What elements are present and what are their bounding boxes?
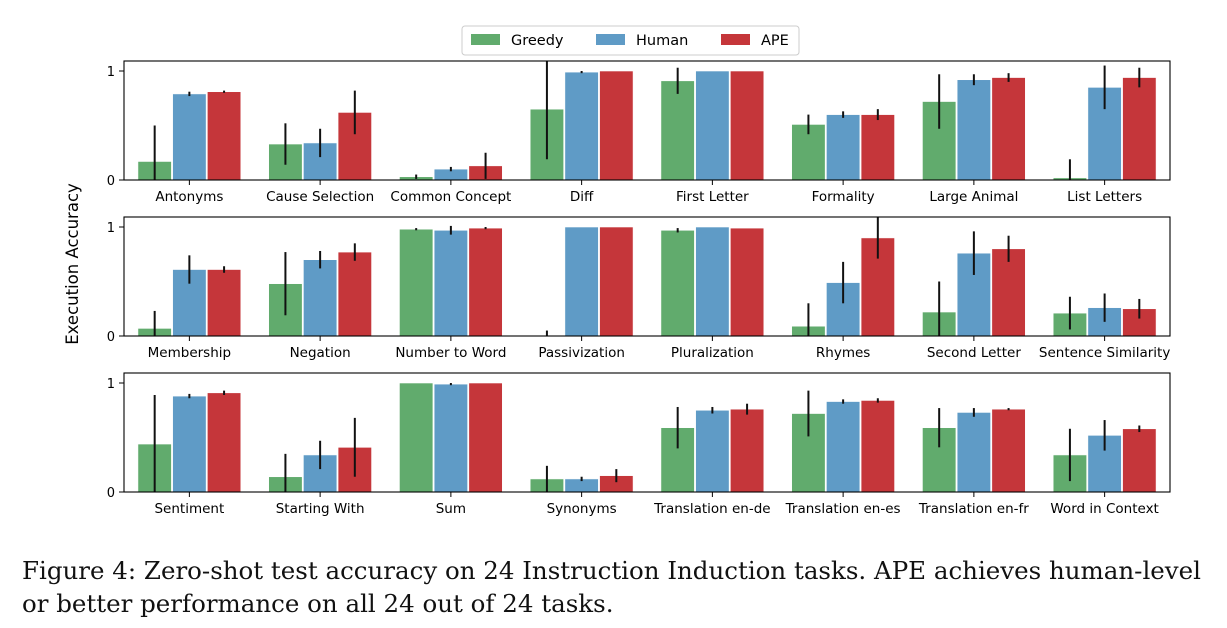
bar-human-pluralization xyxy=(695,226,730,337)
bar-human-first-letter xyxy=(695,70,730,181)
x-tick-label-list-letters: List Letters xyxy=(1067,189,1142,205)
x-tick-label-translation-en-de: Translation en-de xyxy=(653,501,770,517)
x-tick-label-sentence-similarity: Sentence Similarity xyxy=(1039,345,1170,361)
bar-ape-passivization xyxy=(599,226,634,337)
bar-human-formality xyxy=(826,114,861,181)
legend-swatch-human xyxy=(596,34,625,45)
x-tick-label-word-in-context: Word in Context xyxy=(1050,501,1158,517)
x-tick-label-synonyms: Synonyms xyxy=(547,501,617,517)
bar-human-passivization xyxy=(564,226,599,337)
x-tick-label-formality: Formality xyxy=(812,189,875,205)
bar-human-number-to-word xyxy=(433,229,468,337)
bar-human-negation xyxy=(303,259,338,337)
x-tick-label-passivization: Passivization xyxy=(538,345,625,361)
bar-ape-membership xyxy=(207,269,242,337)
x-tick-label-second-letter: Second Letter xyxy=(927,345,1021,361)
panel-1: 0 1 Antonyms Cause Selection Common Concept D… xyxy=(107,60,1171,205)
bar-human-sum xyxy=(433,383,468,493)
legend-label-human: Human xyxy=(636,33,688,49)
bar-ape-translation-en-de xyxy=(730,408,765,493)
bar-ape-number-to-word xyxy=(468,227,503,337)
panel-2: 0 1 Membership Negation Number to Word Passiv… xyxy=(107,216,1171,361)
y-axis-label: Execution Accuracy xyxy=(63,183,82,345)
bar-ape-formality xyxy=(860,114,895,181)
bar-ape-list-letters xyxy=(1122,77,1157,181)
bar-human-sentiment xyxy=(172,395,207,493)
y-tick-label: 1 xyxy=(107,221,115,236)
x-tick-label-translation-en-es: Translation en-es xyxy=(785,501,901,517)
x-tick-label-common-concept: Common Concept xyxy=(390,189,511,205)
bar-human-large-animal xyxy=(956,79,991,181)
panel-3: 0 1 Sentiment Starting With Sum Synonyms Trans… xyxy=(107,372,1171,517)
x-tick-label-sum: Sum xyxy=(436,501,466,517)
chart-panels: 0 1 Antonyms Cause Selection Common Concept D… xyxy=(107,60,1171,517)
bar-ape-negation xyxy=(337,251,372,337)
legend-label-greedy: Greedy xyxy=(511,33,564,49)
x-tick-label-number-to-word: Number to Word xyxy=(395,345,506,361)
y-tick-label: 0 xyxy=(107,174,115,189)
bar-ape-large-animal xyxy=(991,77,1026,181)
panel-frame xyxy=(123,372,1171,493)
x-tick-label-first-letter: First Letter xyxy=(676,189,749,205)
x-tick-label-pluralization: Pluralization xyxy=(671,345,754,361)
x-tick-label-diff: Diff xyxy=(570,189,594,205)
bar-ape-first-letter xyxy=(730,70,765,181)
bar-human-diff xyxy=(564,71,599,181)
bar-human-translation-en-es xyxy=(826,401,861,493)
bar-human-translation-en-de xyxy=(695,409,730,493)
figure-caption: Figure 4: Zero-shot test accuracy on 24 … xyxy=(22,556,1201,618)
bar-greedy-sum xyxy=(399,382,434,493)
panel-frame xyxy=(123,60,1171,181)
x-tick-label-sentiment: Sentiment xyxy=(154,501,224,517)
bar-ape-diff xyxy=(599,70,634,181)
x-tick-label-rhymes: Rhymes xyxy=(816,345,870,361)
legend-swatch-ape xyxy=(721,34,750,45)
bar-ape-word-in-context xyxy=(1122,428,1157,493)
y-tick-label: 0 xyxy=(107,486,115,501)
x-tick-label-membership: Membership xyxy=(148,345,231,361)
bar-ape-pluralization xyxy=(730,227,765,337)
bar-ape-translation-en-es xyxy=(860,400,895,493)
x-tick-label-antonyms: Antonyms xyxy=(155,189,223,205)
bar-ape-sentiment xyxy=(207,392,242,493)
x-tick-label-negation: Negation xyxy=(290,345,351,361)
x-tick-label-translation-en-fr: Translation en-fr xyxy=(918,501,1029,517)
legend-swatch-greedy xyxy=(471,34,500,45)
y-tick-label: 0 xyxy=(107,330,115,345)
bar-greedy-pluralization xyxy=(660,229,695,337)
x-tick-label-large-animal: Large Animal xyxy=(929,189,1018,205)
legend-label-ape: APE xyxy=(761,33,789,49)
bar-greedy-number-to-word xyxy=(399,228,434,337)
bar-human-translation-en-fr xyxy=(956,412,991,493)
y-tick-label: 1 xyxy=(107,377,115,392)
chart-legend: Greedy Human APE xyxy=(461,25,800,56)
bar-ape-translation-en-fr xyxy=(991,408,1026,493)
bar-ape-antonyms xyxy=(207,91,242,181)
legend-frame xyxy=(461,25,800,56)
bar-human-antonyms xyxy=(172,93,207,181)
y-tick-label: 1 xyxy=(107,65,115,80)
x-tick-label-cause-selection: Cause Selection xyxy=(266,189,374,205)
bar-greedy-first-letter xyxy=(660,80,695,181)
x-tick-label-starting-with: Starting With xyxy=(276,501,365,517)
bar-ape-sum xyxy=(468,382,503,493)
panel-frame xyxy=(123,216,1171,337)
